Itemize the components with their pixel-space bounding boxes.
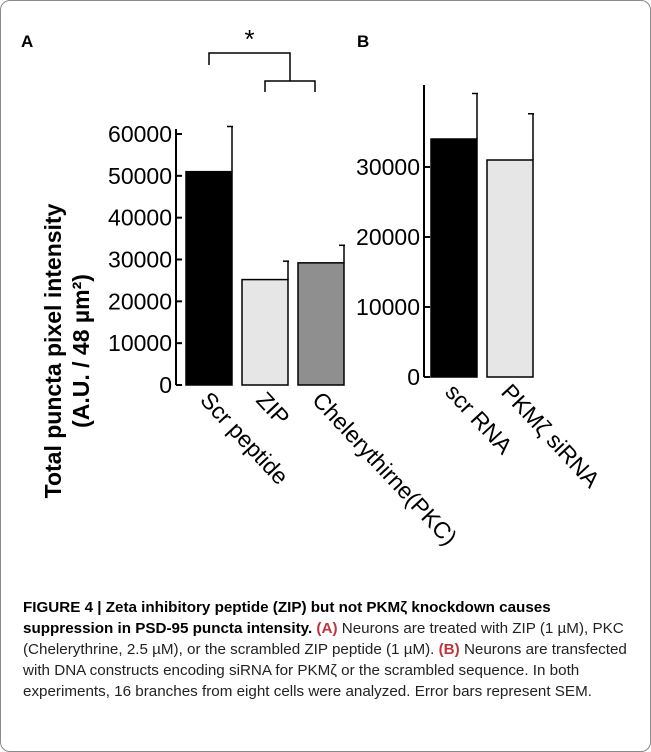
panel-b-y-tick-label: 20000 (356, 224, 420, 250)
caption-text-b: Neurons are transfected with DNA constru… (23, 641, 627, 700)
panel-a-y-tick-label: 10000 (108, 330, 172, 356)
panel-b-bar-1 (430, 138, 478, 378)
y-axis-label-line2: (A.U. / 48 µm²) (68, 274, 94, 428)
significance-bracket-upper (208, 52, 291, 81)
panel-a-category-label-3: Chelerythirne(PKC) (307, 387, 462, 551)
y-axis-label-line1: Total puncta pixel intensity (40, 203, 66, 498)
panel-b-y-tick-label: 30000 (356, 154, 420, 180)
shared-y-axis-label: Total puncta pixel intensity (A.U. / 48 … (40, 203, 94, 498)
figure-caption: FIGURE 4 | Zeta inhibitory peptide (ZIP)… (23, 597, 635, 702)
caption-label-b: (B) (438, 641, 460, 658)
panel-a-bar-2 (241, 278, 289, 386)
caption-text-a: Neurons are treated with ZIP (1 µM), PKC… (23, 620, 624, 658)
panel-a-y-tick-label: 20000 (108, 288, 172, 314)
panel-b-y-tick-label: 0 (407, 364, 420, 390)
panel-a-y-tick-label: 30000 (108, 247, 172, 273)
panel-b-letter: B (357, 32, 369, 51)
panel-a-bar-3 (297, 262, 345, 386)
panel-a-y-tick-label: 60000 (108, 121, 172, 147)
caption-title: FIGURE 4 | Zeta inhibitory peptide (ZIP)… (23, 599, 551, 637)
panel-a-letter: A (21, 32, 33, 51)
panel-a-y-tick-label: 50000 (108, 163, 172, 189)
figure-4-chart: A B Total puncta pixel intensity (A.U. /… (21, 24, 606, 550)
panel-a-y-tick-label: 40000 (108, 205, 172, 231)
significance-star: * (244, 24, 254, 54)
panel-b-y-tick-label: 10000 (356, 294, 420, 320)
panel-a-bar-1 (185, 170, 233, 386)
panel-a-category-label-2: ZIP (251, 387, 294, 431)
panel-a-y-tick-label: 0 (159, 372, 172, 398)
significance-bracket-lower (264, 80, 316, 92)
caption-label-a: (A) (316, 620, 338, 637)
panel-b-bar-2 (486, 159, 534, 378)
